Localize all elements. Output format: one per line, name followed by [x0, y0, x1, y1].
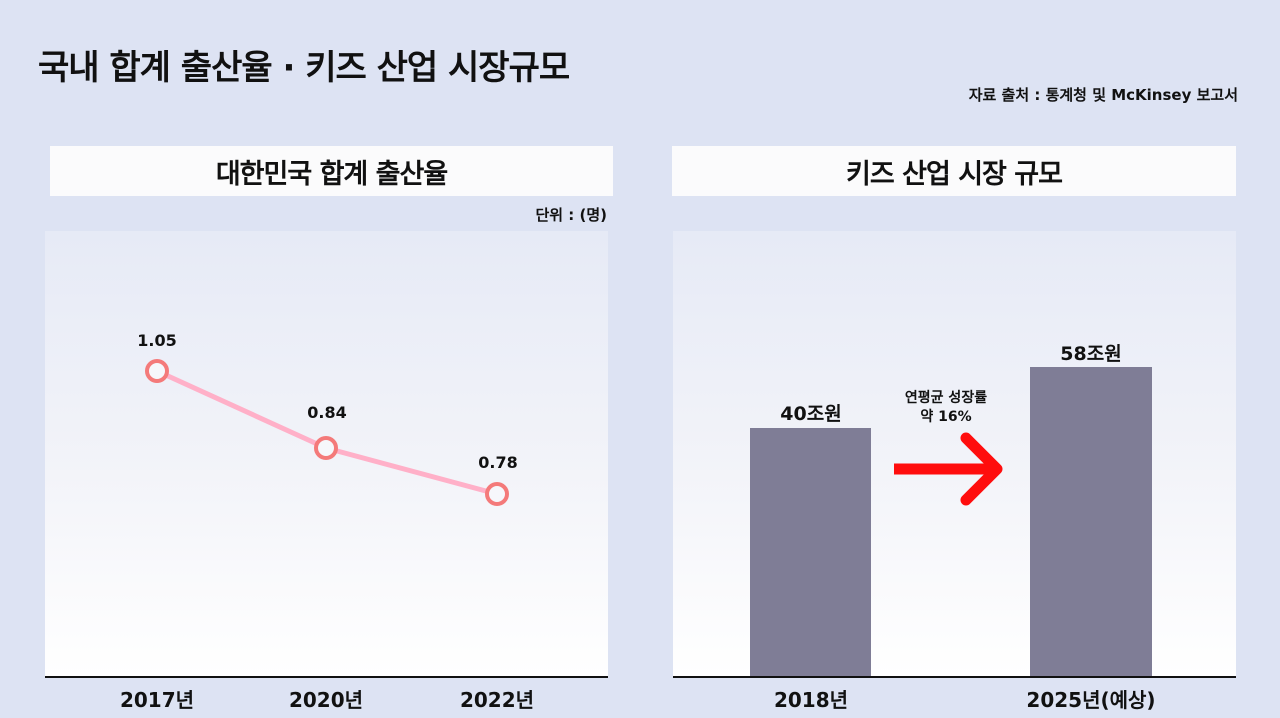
growth-rate-line1: 연평균 성장률 [904, 390, 988, 406]
kids-market-x-axis [673, 676, 1236, 678]
data-point-2022 [485, 482, 509, 506]
x-label-2022: 2022년 [459, 688, 535, 712]
data-point-2017 [145, 359, 169, 383]
data-label-2020: 0.84 [307, 403, 347, 422]
data-point-2020 [314, 436, 338, 460]
birth-rate-x-axis [45, 676, 608, 678]
birth-rate-panel-title: 대한민국 합계 출산율 [50, 146, 613, 196]
page-title: 국내 합계 출산율 · 키즈 산업 시장규모 [38, 48, 570, 88]
bar-label-2025: 58조원 [1060, 343, 1122, 365]
data-label-2022: 0.78 [478, 453, 518, 472]
x-label-2017: 2017년 [119, 688, 195, 712]
bar-2018 [750, 428, 871, 677]
unit-label: 단위 : (명) [535, 206, 607, 224]
kids-market-panel-title: 키즈 산업 시장 규모 [672, 146, 1236, 196]
x-label-2025: 2025년(예상) [1026, 688, 1156, 712]
growth-rate-annotation: 연평균 성장률 약 16% [905, 389, 987, 427]
x-label-2020: 2020년 [288, 688, 364, 712]
growth-rate-line2: 약 16% [920, 409, 972, 425]
data-label-2017: 1.05 [137, 331, 177, 350]
bar-2025 [1030, 367, 1152, 677]
source-note: 자료 출처 : 통계청 및 McKinsey 보고서 [968, 86, 1238, 104]
bar-label-2018: 40조원 [780, 403, 842, 425]
x-label-2018: 2018년 [773, 688, 849, 712]
